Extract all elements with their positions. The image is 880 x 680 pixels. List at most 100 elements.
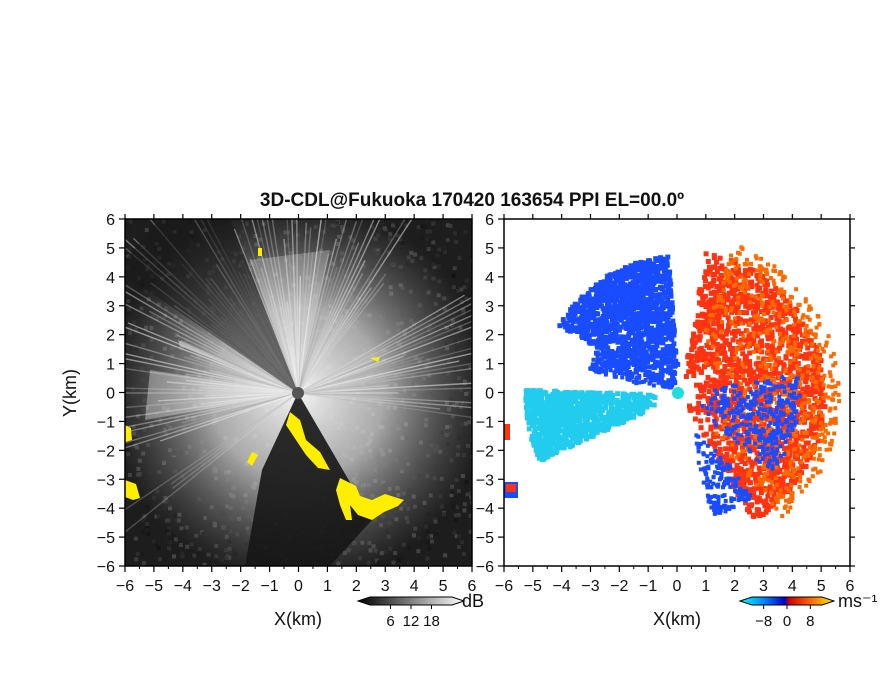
echo-ray [172,392,299,489]
x-tick-label: −6 [116,578,134,595]
velocity-cell [583,330,589,336]
velocity-cell [793,442,799,448]
echo-ray [240,219,299,394]
velocity-cell [815,348,820,353]
velocity-cell [730,346,736,351]
velocity-cell [814,354,819,359]
velocity-cell [807,351,813,357]
velocity-cell [736,452,741,457]
velocity-cell [764,502,770,508]
velocity-cell [789,351,795,357]
velocity-cell [615,311,621,316]
velocity-cell [719,320,724,324]
velocity-cell [726,290,732,296]
velocity-cell [739,245,744,250]
velocity-cell [798,319,802,324]
velocity-cell [781,274,786,279]
velocity-cell [798,342,804,348]
velocity-cell [739,381,743,386]
velocity-cell [808,414,814,420]
velocity-cell [618,281,624,287]
velocity-cell [594,343,600,349]
velocity-cell [771,352,777,358]
echo-ray [199,386,299,394]
velocity-cell [813,466,818,471]
velocity-cell [741,373,746,378]
noise-cell [174,537,178,542]
velocity-cell [557,323,563,329]
velocity-cell [796,466,801,471]
velocity-cell [636,278,642,284]
velocity-cell [776,476,782,482]
velocity-cell [714,284,720,289]
velocity-cell [566,315,572,321]
velocity-cell [621,303,627,309]
velocity-cell [760,293,765,298]
velocity-cell [683,374,689,379]
velocity-cell [583,325,589,330]
velocity-cell [608,286,614,292]
velocity-cell [732,283,737,288]
velocity-cell [734,372,739,378]
velocity-cell [754,273,760,278]
velocity-cell [801,418,806,423]
velocity-cell [791,447,796,452]
noise-cell [164,539,169,544]
velocity-cell [697,328,703,334]
velocity-cell [765,272,770,277]
velocity-cell [743,500,749,506]
velocity-cell [659,372,665,378]
velocity-cell [829,354,834,359]
velocity-cell [756,465,762,471]
velocity-cell [755,471,761,477]
velocity-cell [698,351,704,357]
velocity-cell [785,304,789,309]
velocity-cell [755,268,760,273]
y-tick-label: −4 [97,501,115,518]
echo-ray [125,392,299,428]
velocity-cell [755,275,761,281]
velocity-cell [586,291,592,296]
echo-spoke [178,340,298,393]
echo-ray [157,392,299,402]
velocity-cell [705,417,711,423]
velocity-cell [664,323,670,329]
velocity-cell [800,369,806,375]
velocity-cell [706,351,712,357]
velocity-cell [795,434,801,440]
velocity-cell [797,443,802,448]
noise-cell [451,273,456,278]
noise-cell [426,535,431,540]
x-tick-label: 5 [439,578,448,595]
velocity-cell [772,264,777,269]
velocity-cell [802,449,808,455]
velocity-cell [700,297,706,303]
velocity-cell [806,364,811,369]
velocity-cell [615,287,621,293]
velocity-cell [769,332,775,338]
velocity-cell [836,381,841,386]
velocity-cell [765,416,771,422]
velocity-cell [818,358,824,364]
velocity-cell [753,384,759,390]
velocity-cell [614,337,620,343]
velocity-cell [713,292,719,298]
velocity-cell [649,311,655,317]
velocity-cell [703,278,708,284]
velocity-cell [560,317,566,323]
velocity-cell [760,487,766,493]
velocity-cell [811,422,817,428]
velocity-cell [697,334,703,340]
velocity-cell [800,373,805,378]
velocity-cell [753,315,758,320]
velocity-cell [704,361,709,366]
velocity-cell [626,287,632,293]
velocity-cell [769,460,774,466]
velocity-cell [669,330,675,336]
velocity-cell [794,351,799,356]
velocity-cell [810,474,815,479]
velocity-cell [634,377,639,382]
velocity-cell [690,342,696,348]
noise-cell [167,540,172,545]
